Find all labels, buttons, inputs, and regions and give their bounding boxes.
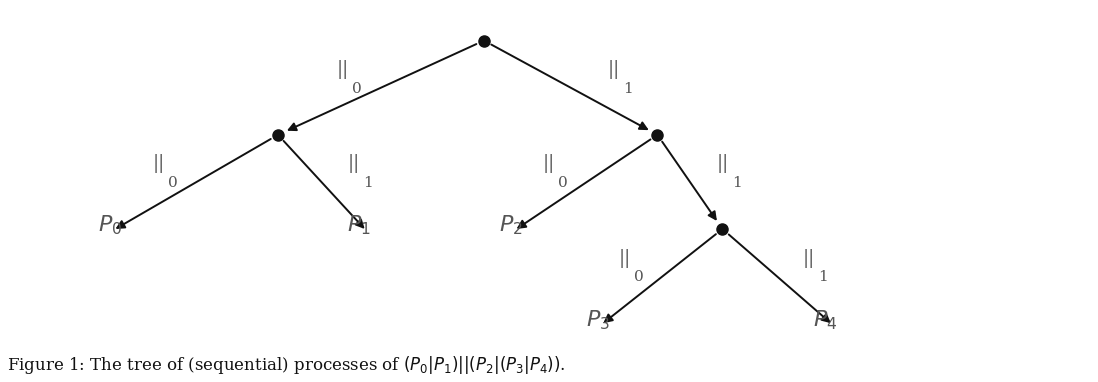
Text: 1: 1 — [731, 176, 741, 190]
Text: ||: || — [153, 154, 165, 173]
Text: Figure 1: The tree of (sequential) processes of $(P_0|P_1)||(P_2|(P_3|P_4))$.: Figure 1: The tree of (sequential) proce… — [7, 354, 565, 376]
Text: 0: 0 — [168, 176, 178, 190]
Text: ||: || — [608, 60, 620, 79]
Text: 0: 0 — [558, 176, 568, 190]
Text: ||: || — [716, 154, 729, 173]
Text: ||: || — [803, 249, 816, 268]
Text: ||: || — [542, 154, 556, 173]
Text: 1: 1 — [363, 176, 373, 190]
Text: $P_3$: $P_3$ — [586, 308, 609, 332]
Text: ||: || — [337, 60, 349, 79]
Text: $P_0$: $P_0$ — [98, 214, 122, 238]
Text: 1: 1 — [624, 82, 634, 96]
Text: $P_2$: $P_2$ — [500, 214, 523, 238]
Text: $P_4$: $P_4$ — [814, 308, 838, 332]
Text: $P_1$: $P_1$ — [347, 214, 371, 238]
Text: 1: 1 — [818, 270, 828, 284]
Text: 0: 0 — [352, 82, 362, 96]
Text: 0: 0 — [635, 270, 643, 284]
Text: ||: || — [348, 154, 360, 173]
Text: ||: || — [619, 249, 631, 268]
